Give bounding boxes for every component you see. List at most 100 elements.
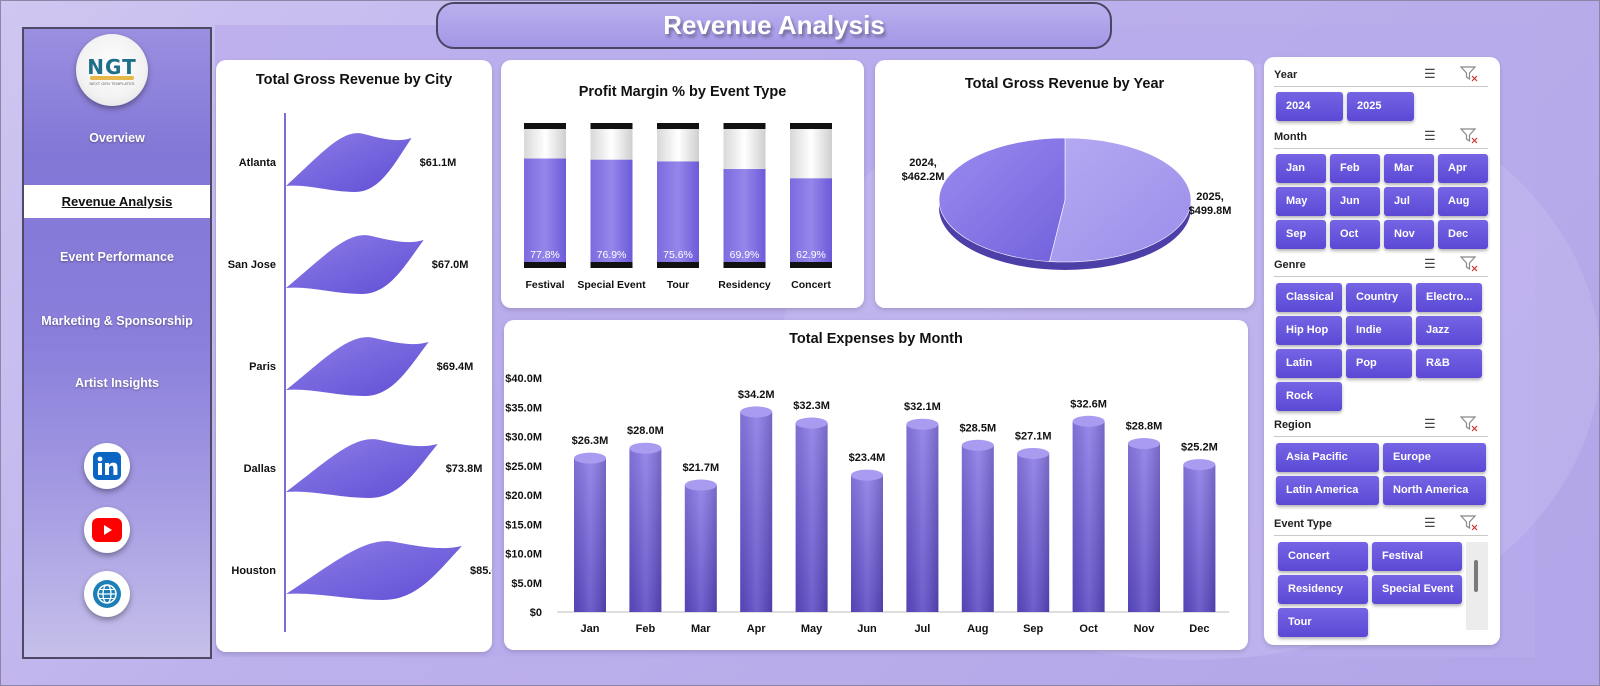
month-label: Jun bbox=[857, 623, 877, 635]
expense-bar-top bbox=[574, 452, 606, 464]
margin-tube-cap bbox=[657, 123, 699, 129]
y-tick-label: $15.0M bbox=[505, 519, 542, 531]
city-label: Paris bbox=[249, 361, 276, 373]
expense-bar-shade bbox=[961, 445, 994, 612]
slicer-button-month[interactable]: Sep bbox=[1276, 220, 1326, 249]
clear-filter-icon[interactable] bbox=[1459, 127, 1478, 148]
expense-value-label: $32.6M bbox=[1070, 398, 1107, 410]
slicer-button-event-type[interactable]: Concert bbox=[1278, 542, 1368, 571]
expense-bar-top bbox=[1017, 447, 1050, 459]
y-tick-label: $0 bbox=[530, 607, 542, 619]
month-label: May bbox=[801, 623, 823, 635]
expense-bar-shade bbox=[1183, 464, 1216, 612]
city-label: Atlanta bbox=[239, 157, 277, 169]
slicer-button-genre[interactable]: Hip Hop bbox=[1276, 316, 1342, 345]
slicer-button-genre[interactable]: R&B bbox=[1416, 349, 1482, 378]
multi-select-icon[interactable]: ☰ bbox=[1424, 256, 1436, 271]
slicer-button-genre[interactable]: Indie bbox=[1346, 316, 1412, 345]
nav-overview[interactable]: Overview bbox=[89, 131, 145, 145]
margin-category-label: Festival bbox=[525, 279, 564, 291]
event-type-scrollbar[interactable] bbox=[1466, 542, 1488, 630]
margin-tube-cap bbox=[524, 123, 566, 129]
year-chart-title: Total Gross Revenue by Year bbox=[964, 76, 1165, 92]
expense-value-label: $28.0M bbox=[627, 425, 664, 437]
multi-select-icon[interactable]: ☰ bbox=[1424, 416, 1436, 431]
slicer-button-event-type[interactable]: Tour bbox=[1278, 608, 1368, 637]
slicer-divider bbox=[1274, 436, 1488, 437]
nav-artist-insights[interactable]: Artist Insights bbox=[74, 376, 160, 390]
slicer-button-month[interactable]: Feb bbox=[1330, 154, 1380, 183]
slicer-button-genre[interactable]: Rock bbox=[1276, 382, 1342, 411]
slicer-button-month[interactable]: May bbox=[1276, 187, 1326, 216]
slicer-button-region[interactable]: Europe bbox=[1383, 443, 1486, 472]
slicer-button-month[interactable]: Mar bbox=[1384, 154, 1434, 183]
slicer-button-month[interactable]: Aug bbox=[1438, 187, 1488, 216]
expenses-chart: $0 $5.0M $10.0M $15.0M $20.0M $25.0M $30.0M $35… bbox=[505, 373, 1229, 635]
slicer-button-genre[interactable]: Latin bbox=[1276, 349, 1342, 378]
slicer-button-month[interactable]: Jan bbox=[1276, 154, 1326, 183]
city-value-label: $67.0M bbox=[432, 259, 469, 271]
city-bar bbox=[286, 541, 462, 600]
slicer-button-genre[interactable]: Country bbox=[1346, 283, 1412, 312]
city-revenue-card: Total Gross Revenue by City Atlanta $61.1… bbox=[216, 60, 492, 652]
expense-bar-shade bbox=[574, 458, 606, 612]
slicer-button-region[interactable]: Asia Pacific bbox=[1276, 443, 1379, 472]
scrollbar-thumb[interactable] bbox=[1474, 560, 1478, 592]
expense-bar-shade bbox=[795, 423, 828, 612]
multi-select-icon[interactable]: ☰ bbox=[1424, 66, 1436, 81]
margin-tube-base bbox=[790, 262, 832, 268]
margin-bar bbox=[590, 159, 633, 262]
slicer-button-genre[interactable]: Electro... bbox=[1416, 283, 1482, 312]
year-pie-chart: 2024, $462.2M 2025, $499.8M bbox=[902, 137, 1231, 270]
youtube-button[interactable] bbox=[84, 507, 130, 553]
expense-bar-top bbox=[961, 439, 994, 451]
expense-bar-top bbox=[851, 469, 883, 481]
youtube-icon bbox=[92, 518, 122, 542]
nav-marketing-sponsorship[interactable]: Marketing & Sponsorship bbox=[41, 314, 193, 328]
slicer-button-region[interactable]: North America bbox=[1383, 476, 1486, 505]
slicer-button-month[interactable]: Oct bbox=[1330, 220, 1380, 249]
margin-tube-base bbox=[590, 262, 633, 268]
multi-select-icon[interactable]: ☰ bbox=[1424, 128, 1436, 143]
slicer-button-month[interactable]: Apr bbox=[1438, 154, 1488, 183]
slicer-button-event-type[interactable]: Festival bbox=[1372, 542, 1462, 571]
month-label: Feb bbox=[636, 623, 656, 635]
margin-tube-base bbox=[524, 262, 566, 268]
slicer-button-event-type[interactable]: Special Event bbox=[1372, 575, 1462, 604]
city-bar bbox=[286, 133, 412, 192]
slicer-button-region[interactable]: Latin America bbox=[1276, 476, 1379, 505]
clear-filter-icon[interactable] bbox=[1459, 65, 1478, 86]
expense-value-label: $27.1M bbox=[1015, 430, 1052, 442]
y-tick-label: $10.0M bbox=[505, 549, 542, 561]
nav-event-performance[interactable]: Event Performance bbox=[60, 250, 174, 264]
margin-tube-base bbox=[723, 262, 766, 268]
slicer-button-genre[interactable]: Pop bbox=[1346, 349, 1412, 378]
expense-bar-shade bbox=[629, 448, 662, 612]
slicer-panel: Year ☰ 2024 2025 Month ☰ Jan Feb Mar Apr May Jun Jul… bbox=[1264, 57, 1500, 645]
slicer-button-month[interactable]: Jul bbox=[1384, 187, 1434, 216]
slicer-header-month: Month bbox=[1274, 131, 1307, 143]
clear-filter-icon[interactable] bbox=[1459, 255, 1478, 276]
slicer-button-year[interactable]: 2024 bbox=[1276, 92, 1343, 121]
expense-bar-shade bbox=[1128, 443, 1160, 612]
city-bar bbox=[286, 337, 429, 396]
multi-select-icon[interactable]: ☰ bbox=[1424, 515, 1436, 530]
y-tick-label: $40.0M bbox=[505, 373, 542, 385]
slicer-button-month[interactable]: Nov bbox=[1384, 220, 1434, 249]
globe-icon bbox=[93, 580, 121, 608]
slicer-button-genre[interactable]: Jazz bbox=[1416, 316, 1482, 345]
nav-revenue-analysis[interactable]: Revenue Analysis bbox=[24, 185, 210, 218]
linkedin-button[interactable] bbox=[84, 443, 130, 489]
clear-filter-icon[interactable] bbox=[1459, 415, 1478, 436]
margin-category-label: Tour bbox=[667, 279, 690, 291]
slicer-button-month[interactable]: Dec bbox=[1438, 220, 1488, 249]
slicer-button-month[interactable]: Jun bbox=[1330, 187, 1380, 216]
slicer-button-genre[interactable]: Classical bbox=[1276, 283, 1342, 312]
city-value-label: $61.1M bbox=[420, 157, 457, 169]
slicer-button-year[interactable]: 2025 bbox=[1347, 92, 1414, 121]
logo-text: NGT bbox=[87, 54, 137, 79]
slicer-button-event-type[interactable]: Residency bbox=[1278, 575, 1368, 604]
expense-value-label: $28.8M bbox=[1126, 421, 1163, 433]
website-button[interactable] bbox=[84, 571, 130, 617]
clear-filter-icon[interactable] bbox=[1459, 514, 1478, 535]
